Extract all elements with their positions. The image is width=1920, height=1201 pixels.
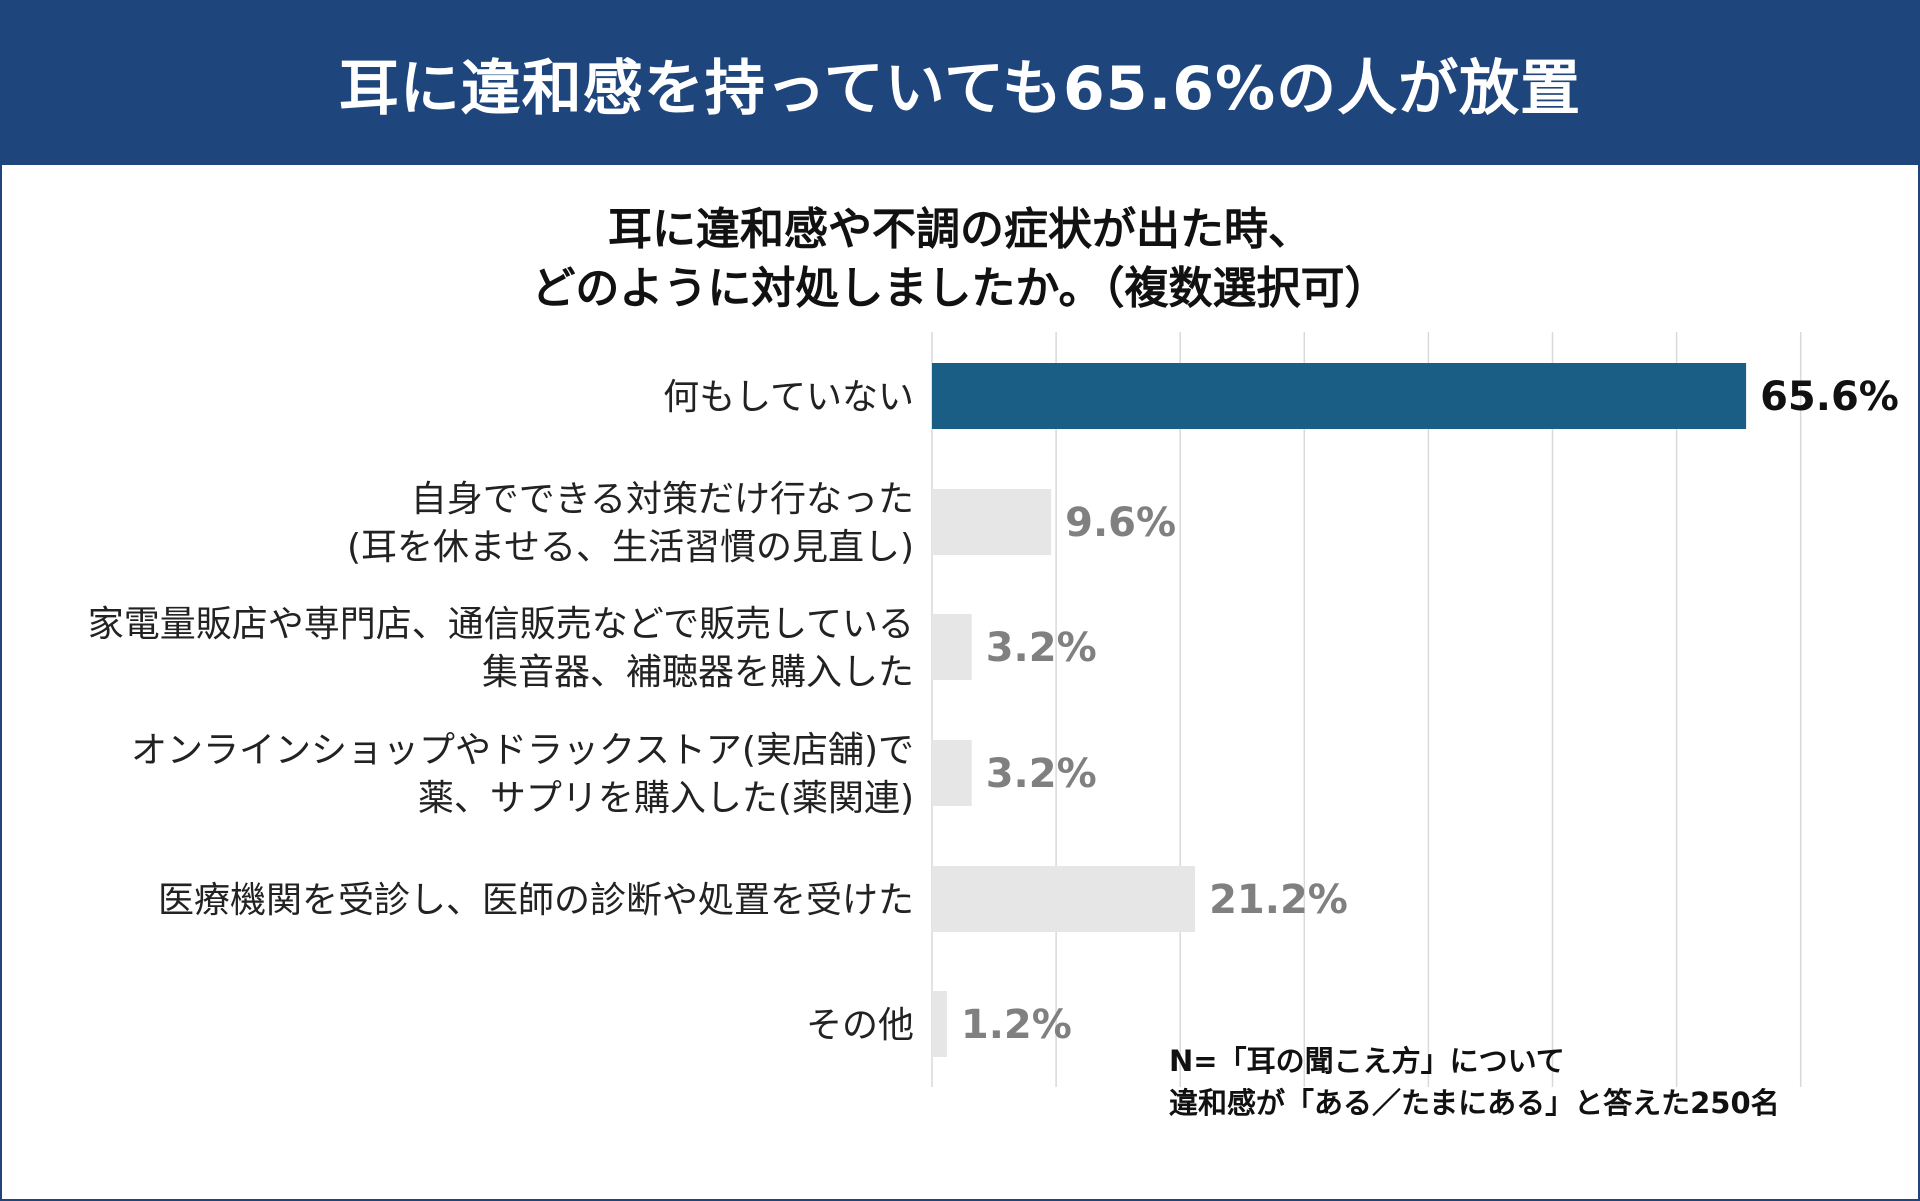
- value-label: 3.2%: [986, 625, 1097, 671]
- category-label: 集音器、補聴器を購入した: [482, 652, 914, 693]
- category-label: 何もしていない: [663, 377, 914, 418]
- question-line-1: 耳に違和感や不調の症状が出た時、: [608, 204, 1312, 255]
- header-title: 耳に違和感を持っていても65.6%の人が放置: [338, 54, 1582, 124]
- category-label: 薬、サプリを購入した(薬関連): [418, 778, 914, 819]
- header-banner: 耳に違和感を持っていても65.6%の人が放置: [2, 2, 1918, 165]
- category-label: オンラインショップやドラックストア(実店舗)で: [131, 730, 914, 771]
- bar: [932, 991, 947, 1057]
- sample-size-note: N=「耳の聞こえ方」について 違和感が「ある／たまにある」と答えた250名: [1169, 1040, 1780, 1124]
- bar: [932, 614, 972, 680]
- sample-size-note-line-2: 違和感が「ある／たまにある」と答えた250名: [1169, 1086, 1780, 1120]
- sample-size-note-line-1: N=「耳の聞こえ方」について: [1169, 1044, 1565, 1078]
- bar: [932, 363, 1747, 429]
- value-label: 1.2%: [961, 1002, 1072, 1048]
- bar: [932, 740, 972, 806]
- category-label: その他: [806, 1005, 914, 1046]
- value-label: 21.2%: [1209, 877, 1348, 923]
- bar: [932, 866, 1196, 932]
- category-label: 家電量販店や専門店、通信販売などで販売している: [88, 604, 914, 645]
- category-label: 自身でできる対策だけ行なった: [411, 479, 914, 520]
- bar: [932, 489, 1052, 555]
- value-label: 65.6%: [1760, 374, 1899, 420]
- value-label: 3.2%: [986, 751, 1097, 797]
- category-label: 医療機関を受診し、医師の診断や処置を受けた: [158, 880, 914, 921]
- category-label: (耳を休ませる、生活習慣の見直し): [347, 527, 914, 568]
- value-label: 9.6%: [1065, 500, 1176, 546]
- question-line-2: どのように対処しましたか。（複数選択可）: [531, 263, 1389, 314]
